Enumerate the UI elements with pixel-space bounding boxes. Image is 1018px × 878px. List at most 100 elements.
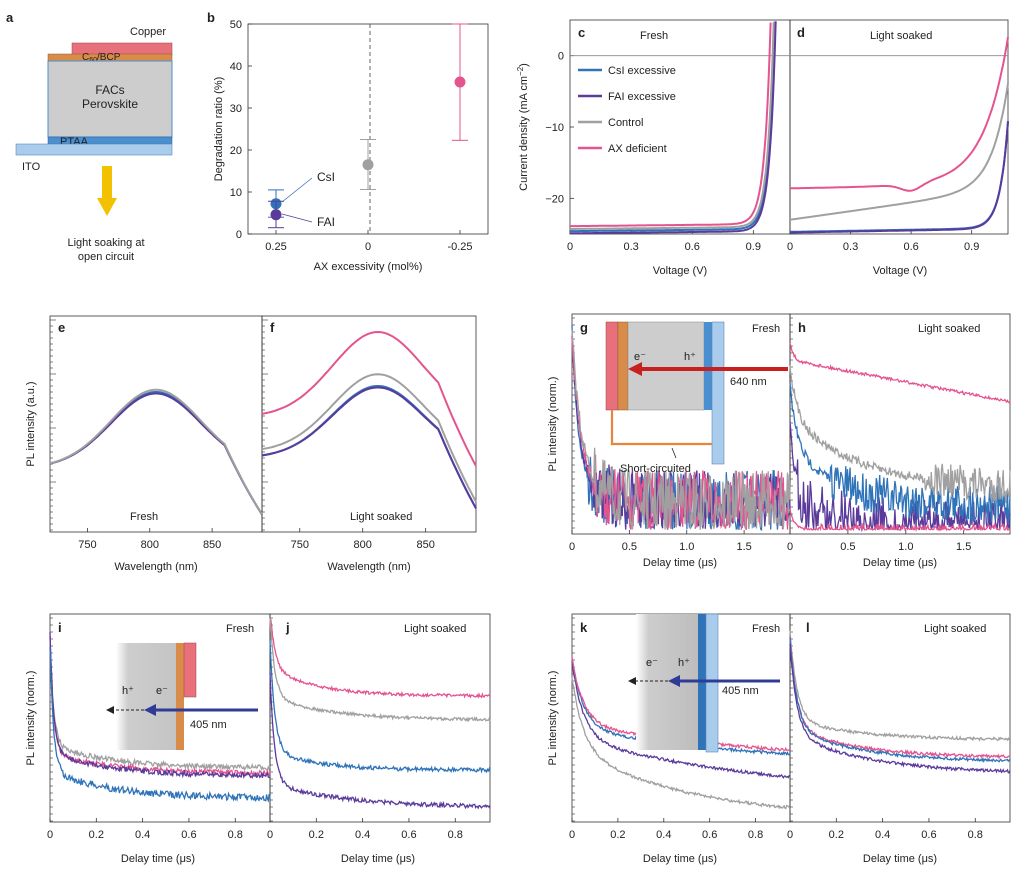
tick-label: 0.8 [228,829,243,841]
panel-j-title: Light soaked [404,623,466,635]
pl-soaked-curve [261,330,477,467]
panel-h-letter: h [798,320,806,335]
panel-h-xlabel: Delay time (μs) [863,557,937,569]
inset-g-ito [711,321,725,465]
panel-l-letter: l [806,620,810,635]
tick-label: 0 [236,229,242,241]
panel-f-x-ticks: 750 800 850 [291,528,435,551]
panel-e-frame [49,315,263,533]
panel-g-title: Fresh [752,323,780,335]
tick-label: 0.9 [746,241,761,253]
tick-label: 0 [558,51,564,63]
csi-annotation: CsI [317,170,335,184]
tick-label: 0.6 [903,241,918,253]
decay-curve [789,643,1011,774]
jv-soaked-curve [790,37,1009,192]
tick-label: 750 [291,539,309,551]
panel-d-letter: d [797,25,805,40]
panel-k-x-ticks: 0 0.2 0.4 0.6 0.8 [569,818,763,841]
panel-g-curves [571,324,791,531]
decay-curve [789,630,1010,742]
tick-label: 0.5 [622,541,637,553]
decay-curve [269,640,491,774]
panel-b-letter: b [207,10,215,25]
data-point [362,159,374,171]
panel-f-xlabel: Wavelength (nm) [327,561,410,573]
tick-label: 40 [230,61,242,73]
inset-i-dashed-arrowhead-icon [106,706,114,714]
inset-k-laser-arrowhead-icon [668,675,680,687]
panel-i-inset: h⁺ e⁻ 405 nm [106,642,258,750]
panel-b-frame [247,23,489,235]
panel-c-title: Fresh [640,30,668,42]
panel-l-title: Light soaked [924,623,986,635]
tick-label: 0 [569,541,575,553]
panel-l-curves [789,630,1011,774]
inset-i-electron: e⁻ [156,685,168,697]
tick-label: 0.6 [921,829,936,841]
tick-label: 0.9 [964,241,979,253]
tick-label: 0.5 [840,541,855,553]
panel-j-frame [269,613,491,823]
panel-k-letter: k [580,620,588,635]
panel-c-curves [569,21,777,235]
panel-g-letter: g [580,320,588,335]
decay-curve [571,676,790,810]
tick-label: 1.5 [956,541,971,553]
pl-fresh-curve [49,391,263,516]
panel-l-frame [789,613,1011,823]
tick-label: 0 [787,241,793,253]
panel-g-xlabel: Delay time (μs) [643,557,717,569]
inset-g-laser-arrowhead-icon [628,362,642,376]
panel-e-x-ticks: 750 800 850 [78,528,221,551]
panel-i-title: Fresh [226,623,254,635]
legend-fai: FAI excessive [608,91,676,103]
jv-soaked-curve [790,121,1009,234]
panel-i-curves [49,631,271,803]
panel-gh-ylabel: PL intensity (norm.) [547,377,559,472]
pl-fresh-curve [49,388,263,515]
panel-f-curves [261,330,477,509]
panel-ef-log-ticks [50,319,268,531]
tick-label: 0.2 [829,829,844,841]
panel-c-letter: c [578,25,585,40]
panel-h-curves [789,343,1011,533]
panel-c-x-ticks: 0 0.3 0.6 0.9 [567,230,761,253]
inset-k-dashed-arrowhead-icon [628,677,636,685]
tick-label: 800 [141,539,159,551]
tick-label: 0.25 [265,241,286,253]
panel-e-curves [49,388,263,516]
panel-j-curves [269,617,491,810]
panel-k-xlabel: Delay time (μs) [643,853,717,865]
jv-fresh-curve [570,22,775,230]
panel-a-caption-2: open circuit [78,251,134,263]
panel-k-title: Fresh [752,623,780,635]
legend-csi: CsI excessive [608,65,676,77]
panel-i-letter: i [58,620,62,635]
tick-label: 850 [203,539,221,551]
tick-label: 0.8 [448,829,463,841]
panel-i-x-ticks: 0 0.2 0.4 0.6 0.8 [47,818,243,841]
jv-fresh-curve [569,22,772,228]
tick-label: 750 [78,539,96,551]
inset-g-pointer [671,447,677,459]
ito-layer [15,143,173,156]
panel-b-ylabel: Degradation ratio (%) [213,77,225,182]
data-point [270,209,282,221]
panel-k-inset: e⁻ h⁺ 405 nm [628,613,780,753]
jv-fresh-curve [570,21,776,233]
fai-leader-line [281,213,313,223]
tick-label: 10 [230,187,242,199]
panel-f-letter: f [270,320,275,335]
tick-label: 0.2 [89,829,104,841]
tick-label: 20 [230,145,242,157]
data-point [454,76,466,88]
tick-label: 0.4 [135,829,150,841]
panel-h-x-ticks: 0 0.5 1.0 1.5 [787,530,971,553]
panel-g-inset: e⁻ h⁺ 640 nm Short-circuited [605,321,788,475]
panel-d-frame [789,19,1009,235]
pl-soaked-curve [261,384,477,509]
tick-label: 800 [354,539,372,551]
tick-label: 1.5 [736,541,751,553]
